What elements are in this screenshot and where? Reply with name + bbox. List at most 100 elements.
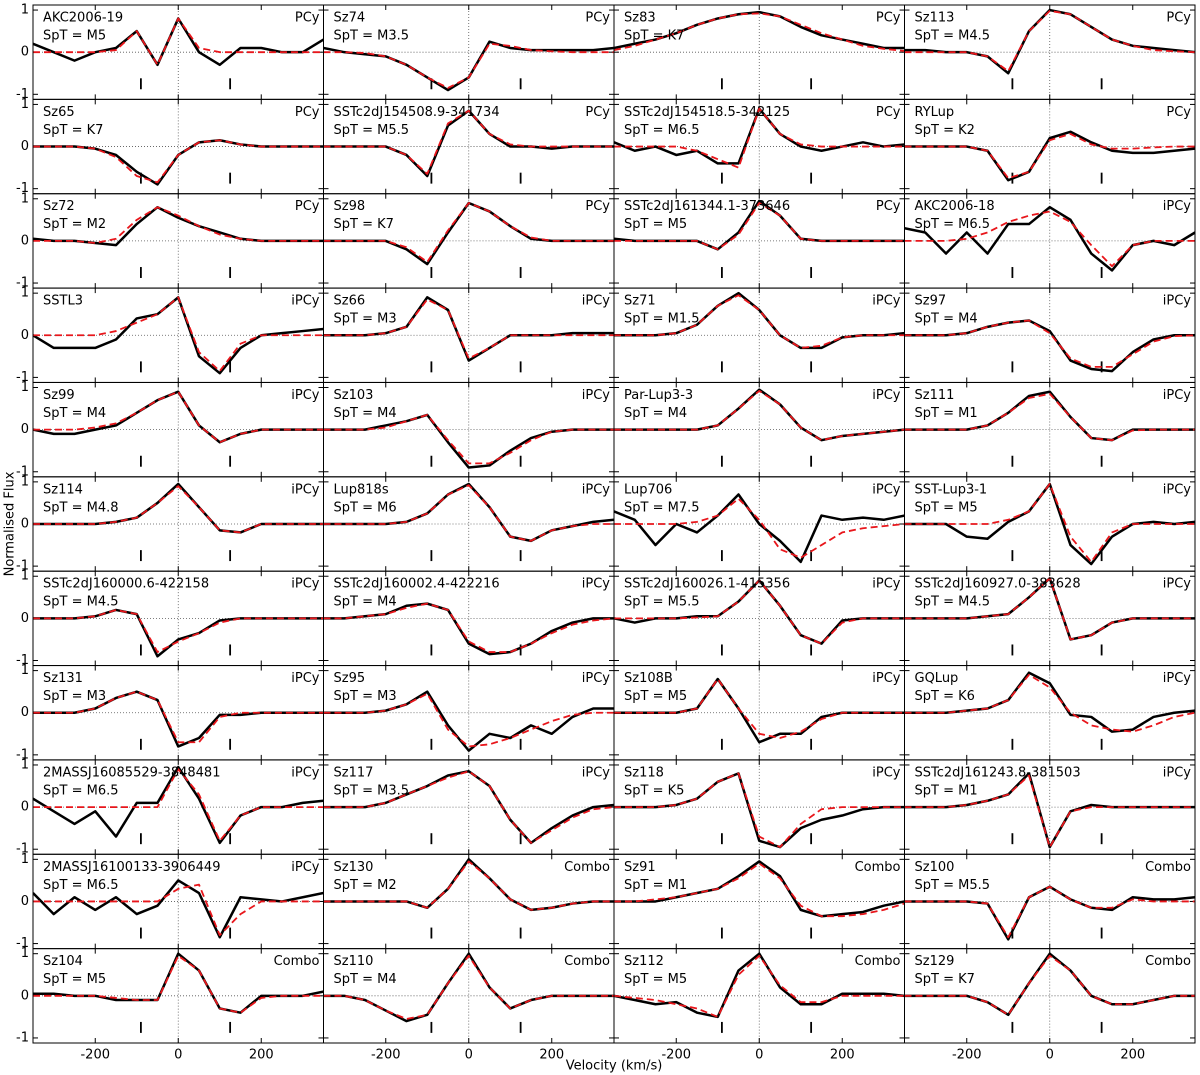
spectral-type: SpT = K7 xyxy=(334,217,394,232)
profile-class: iPCy xyxy=(291,482,320,497)
spectral-type: SpT = M5.5 xyxy=(334,123,410,138)
y-tick-label: 1 xyxy=(21,474,29,489)
profile-class: iPCy xyxy=(1163,671,1192,686)
star-name: AKC2006-18 xyxy=(915,199,995,214)
profile-class: iPCy xyxy=(872,671,901,686)
model-line xyxy=(904,133,1195,180)
model-line xyxy=(323,413,614,465)
model-line xyxy=(904,673,1195,733)
panel: Sz117 SpT = M3.5 iPCy xyxy=(323,759,615,855)
panel: -1 0 1 SSTc2dJ160000.6-422158 SpT = M4.5 iPCy xyxy=(16,569,324,668)
panel: -200 0 200 Sz129 SpT = K7 Combo xyxy=(904,948,1196,1063)
model-line xyxy=(33,690,324,744)
profile-class: iPCy xyxy=(872,765,901,780)
x-tick-label: 0 xyxy=(1046,1048,1054,1063)
star-name: Sz71 xyxy=(624,294,656,309)
model-line xyxy=(904,577,1195,641)
star-name: SSTc2dJ160927.0-383628 xyxy=(915,577,1081,592)
panel: Par-Lup3-3 SpT = M4 iPCy xyxy=(613,381,905,478)
profile-class: iPCy xyxy=(582,671,611,686)
panel: Sz100 SpT = M5.5 Combo xyxy=(904,853,1196,950)
star-name: AKC2006-19 xyxy=(43,11,123,26)
x-tick-label: 200 xyxy=(1120,1048,1145,1063)
star-name: Sz95 xyxy=(334,671,366,686)
profile-class: iPCy xyxy=(872,482,901,497)
x-tick-label: 200 xyxy=(539,1048,564,1063)
y-tick-label: 0 xyxy=(21,517,29,532)
panel: -200 0 200 -1 0 1 Sz104 SpT = M5 Combo xyxy=(16,946,324,1063)
observed-line xyxy=(904,885,1195,941)
model-line xyxy=(614,678,905,739)
profile-class: PCy xyxy=(876,105,901,120)
profile-class: iPCy xyxy=(291,860,320,875)
y-tick-label: 0 xyxy=(21,45,29,60)
star-name: Sz99 xyxy=(43,388,75,403)
panel: AKC2006-18 SpT = M6.5 iPCy xyxy=(904,193,1196,289)
spectral-type: SpT = M4.5 xyxy=(915,595,991,610)
y-tick-label: 0 xyxy=(21,139,29,154)
profile-class: PCy xyxy=(295,11,320,26)
star-name: Sz118 xyxy=(624,765,664,780)
x-tick-label: -200 xyxy=(661,1048,691,1063)
spectral-type: SpT = M4 xyxy=(624,406,687,421)
star-name: SSTc2dJ160000.6-422158 xyxy=(43,577,209,592)
model-line xyxy=(33,883,324,937)
spectral-type: SpT = M6.5 xyxy=(915,217,991,232)
y-tick-label: 1 xyxy=(21,569,29,584)
star-name: Sz97 xyxy=(915,294,947,309)
spectral-type: SpT = M5 xyxy=(624,972,687,987)
x-tick-label: -200 xyxy=(80,1048,110,1063)
model-line xyxy=(33,296,324,372)
model-line xyxy=(904,10,1195,73)
star-name: Sz104 xyxy=(43,954,83,969)
panel-frame xyxy=(904,948,1196,1044)
model-line xyxy=(614,772,905,849)
star-name: Sz91 xyxy=(624,860,656,875)
profile-class: iPCy xyxy=(1163,482,1192,497)
star-name: SSTc2dJ160002.4-422216 xyxy=(334,577,500,592)
x-tick-label: 200 xyxy=(830,1048,855,1063)
panel: Sz95 SpT = M3 iPCy xyxy=(323,665,615,761)
star-name: Lup818s xyxy=(334,482,389,497)
spectral-type: SpT = M4.8 xyxy=(43,500,119,515)
star-name: Sz114 xyxy=(43,482,83,497)
profile-class: PCy xyxy=(585,11,610,26)
panel: Sz103 SpT = M4 iPCy xyxy=(323,381,615,478)
profile-class: iPCy xyxy=(582,294,611,309)
y-tick-label: 1 xyxy=(21,946,29,961)
star-name: Sz110 xyxy=(334,954,374,969)
spectral-type: SpT = M5 xyxy=(915,500,978,515)
profile-class: iPCy xyxy=(582,482,611,497)
spectral-type: SpT = M3 xyxy=(334,312,397,327)
star-name: Sz103 xyxy=(334,388,374,403)
spectral-type: SpT = K5 xyxy=(624,783,684,798)
y-tick-label: -1 xyxy=(16,653,29,668)
model-line xyxy=(614,12,905,52)
model-line xyxy=(323,298,614,360)
model-line xyxy=(614,862,905,918)
spectral-type: SpT = M1.5 xyxy=(624,312,700,327)
model-line xyxy=(904,210,1195,268)
panel: SST-Lup3-1 SpT = M5 iPCy xyxy=(904,476,1196,572)
star-name: SSTL3 xyxy=(43,294,83,309)
star-name: 2MASSJ16085529-3848481 xyxy=(43,765,220,780)
star-name: SSTc2dJ154508.9-341734 xyxy=(334,105,500,120)
y-tick-label: 0 xyxy=(21,422,29,437)
star-name: Sz74 xyxy=(334,11,366,26)
panel: Sz118 SpT = K5 iPCy xyxy=(613,759,905,855)
star-name: Sz130 xyxy=(334,860,374,875)
profile-class: iPCy xyxy=(582,765,611,780)
star-name: Sz98 xyxy=(334,199,366,214)
panel: Sz83 SpT = K7 PCy xyxy=(613,4,905,100)
model-line xyxy=(33,139,324,184)
spectral-type: SpT = M4 xyxy=(334,595,397,610)
panel: -1 0 1 SSTL3 iPCy xyxy=(16,286,324,385)
star-name: Sz129 xyxy=(915,954,955,969)
profile-class: iPCy xyxy=(872,577,901,592)
profile-class: iPCy xyxy=(1163,199,1192,214)
observed-line xyxy=(614,860,905,918)
spectral-type: SpT = M5 xyxy=(43,29,106,44)
model-line xyxy=(323,42,614,89)
model-line xyxy=(33,390,324,444)
spectral-type: SpT = K7 xyxy=(624,29,684,44)
